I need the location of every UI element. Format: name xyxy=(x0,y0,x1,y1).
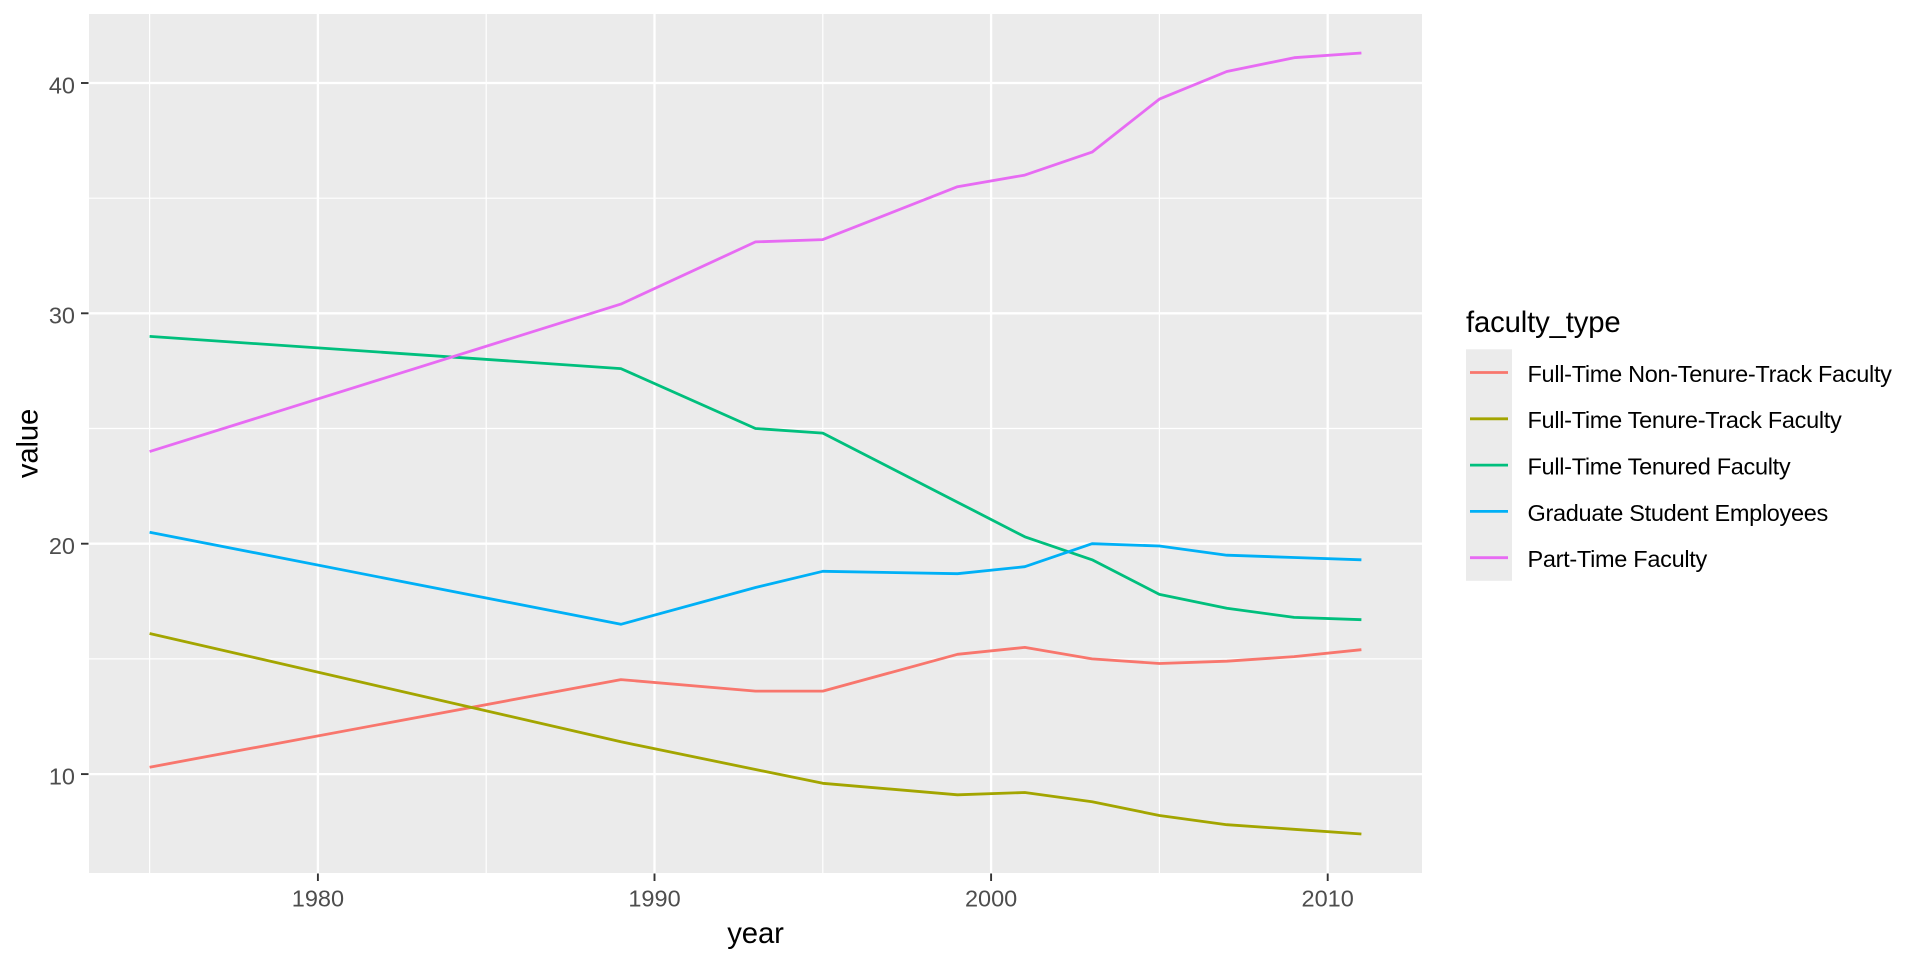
svg-text:value: value xyxy=(12,409,45,478)
svg-text:1980: 1980 xyxy=(292,886,344,912)
svg-text:Full-Time Tenured Faculty: Full-Time Tenured Faculty xyxy=(1528,454,1791,480)
svg-text:Full-Time Non-Tenure-Track Fac: Full-Time Non-Tenure-Track Faculty xyxy=(1528,361,1893,387)
svg-text:30: 30 xyxy=(49,303,75,329)
svg-text:Full-Time Tenure-Track Faculty: Full-Time Tenure-Track Faculty xyxy=(1528,407,1843,433)
svg-text:10: 10 xyxy=(49,764,75,790)
svg-text:20: 20 xyxy=(49,533,75,559)
svg-text:faculty_type: faculty_type xyxy=(1466,306,1621,339)
svg-text:1990: 1990 xyxy=(628,886,680,912)
svg-text:year: year xyxy=(727,917,784,950)
svg-text:Graduate Student Employees: Graduate Student Employees xyxy=(1528,500,1829,526)
svg-text:Part-Time Faculty: Part-Time Faculty xyxy=(1528,546,1708,572)
svg-text:2010: 2010 xyxy=(1302,886,1354,912)
svg-text:2000: 2000 xyxy=(965,886,1017,912)
svg-text:40: 40 xyxy=(49,72,75,98)
